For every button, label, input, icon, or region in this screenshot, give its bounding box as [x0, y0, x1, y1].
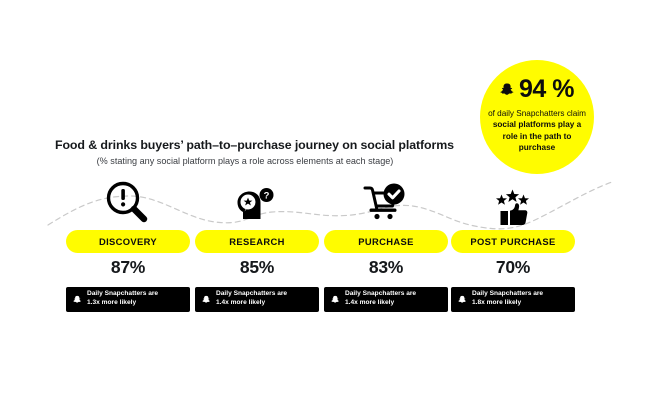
- page-title: Food & drinks buyers’ path–to–purchase j…: [55, 138, 454, 152]
- badge-description: of daily Snapchatters claim social platf…: [485, 108, 589, 153]
- snapchat-ghost-icon: [331, 295, 340, 303]
- head-question-mark-icon: ?: [237, 188, 274, 219]
- title-block: Food & drinks buyers’ path–to–purchase j…: [55, 138, 454, 167]
- stage-percent-post-purchase: 70%: [495, 257, 531, 277]
- stage-pill-purchase[interactable]: PURCHASE: [324, 230, 448, 253]
- badge-headline: 94 %: [500, 77, 574, 102]
- badge-line-4: to purchase: [518, 131, 572, 152]
- thumbs-up-stars-icon: [496, 189, 529, 225]
- snapchat-ghost-icon: [500, 83, 514, 95]
- stage-note-purchase: Daily Snapchatters are 1.4x more likely: [324, 286, 448, 312]
- badge-line-2-bold: social platforms: [492, 120, 556, 130]
- snapchat-ghost-icon: [73, 295, 82, 303]
- note-line-1: Daily Snapchatters are: [87, 290, 159, 298]
- note-line-2: 1.4x more likely: [345, 299, 395, 306]
- note-line-2: 1.4x more likely: [216, 299, 266, 306]
- shopping-cart-check-icon: [363, 183, 405, 220]
- stage-note-post-purchase: Daily Snapchatters are 1.8x more likely: [451, 286, 575, 312]
- stage-percent-purchase: 83%: [368, 257, 404, 277]
- note-line-1: Daily Snapchatters are: [472, 290, 544, 298]
- magnifying-glass-exclamation-icon: [106, 181, 148, 223]
- note-line-2: 1.3x more likely: [87, 299, 137, 306]
- stage-pill-discovery[interactable]: DISCOVERY: [66, 230, 190, 253]
- badge-line-3: play a role in the path: [502, 120, 582, 141]
- note-line-1: Daily Snapchatters are: [345, 290, 417, 298]
- stage-note-research: Daily Snapchatters are 1.4x more likely: [195, 286, 319, 312]
- stage-percent-discovery: 87%: [110, 257, 146, 277]
- stage-pill-research[interactable]: RESEARCH: [195, 230, 319, 253]
- badge-percent: 94 %: [519, 75, 574, 103]
- snapchat-ghost-icon: [202, 295, 211, 303]
- stage-icon-wrap: ?: [195, 168, 319, 230]
- stage-note-text: Daily Snapchatters are 1.4x more likely: [216, 290, 287, 307]
- page-subtitle: (% stating any social platform plays a r…: [96, 155, 394, 166]
- stage-note-text: Daily Snapchatters are 1.4x more likely: [345, 290, 416, 307]
- badge-line-2-plain: claim: [566, 109, 586, 118]
- snapchat-ghost-icon: [458, 295, 467, 303]
- stage-post-purchase: POST PURCHASE 70% Daily Snapchatters are…: [451, 168, 575, 312]
- badge-line-1: of daily Snapchatters: [488, 109, 565, 118]
- stage-note-text: Daily Snapchatters are 1.3x more likely: [87, 290, 158, 307]
- svg-text:?: ?: [264, 190, 270, 201]
- headline-stat-badge: 94 % of daily Snapchatters claim social …: [480, 60, 594, 174]
- stage-purchase: PURCHASE 83% Daily Snapchatters are 1.4x…: [324, 168, 448, 312]
- stage-icon-wrap: [66, 168, 190, 230]
- stage-note-discovery: Daily Snapchatters are 1.3x more likely: [66, 286, 190, 312]
- note-line-1: Daily Snapchatters are: [216, 290, 288, 298]
- stage-icon-wrap: [324, 168, 448, 230]
- note-line-2: 1.8x more likely: [472, 299, 522, 306]
- stage-note-text: Daily Snapchatters are 1.8x more likely: [472, 290, 543, 307]
- stage-icon-wrap: [451, 168, 575, 230]
- stage-pill-post-purchase[interactable]: POST PURCHASE: [451, 230, 575, 253]
- stage-research: ? RESEARCH 85% Daily Snapchatters are 1.…: [195, 168, 319, 312]
- stage-discovery: DISCOVERY 87% Daily Snapchatters are 1.3…: [66, 168, 190, 312]
- stage-percent-research: 85%: [239, 257, 275, 277]
